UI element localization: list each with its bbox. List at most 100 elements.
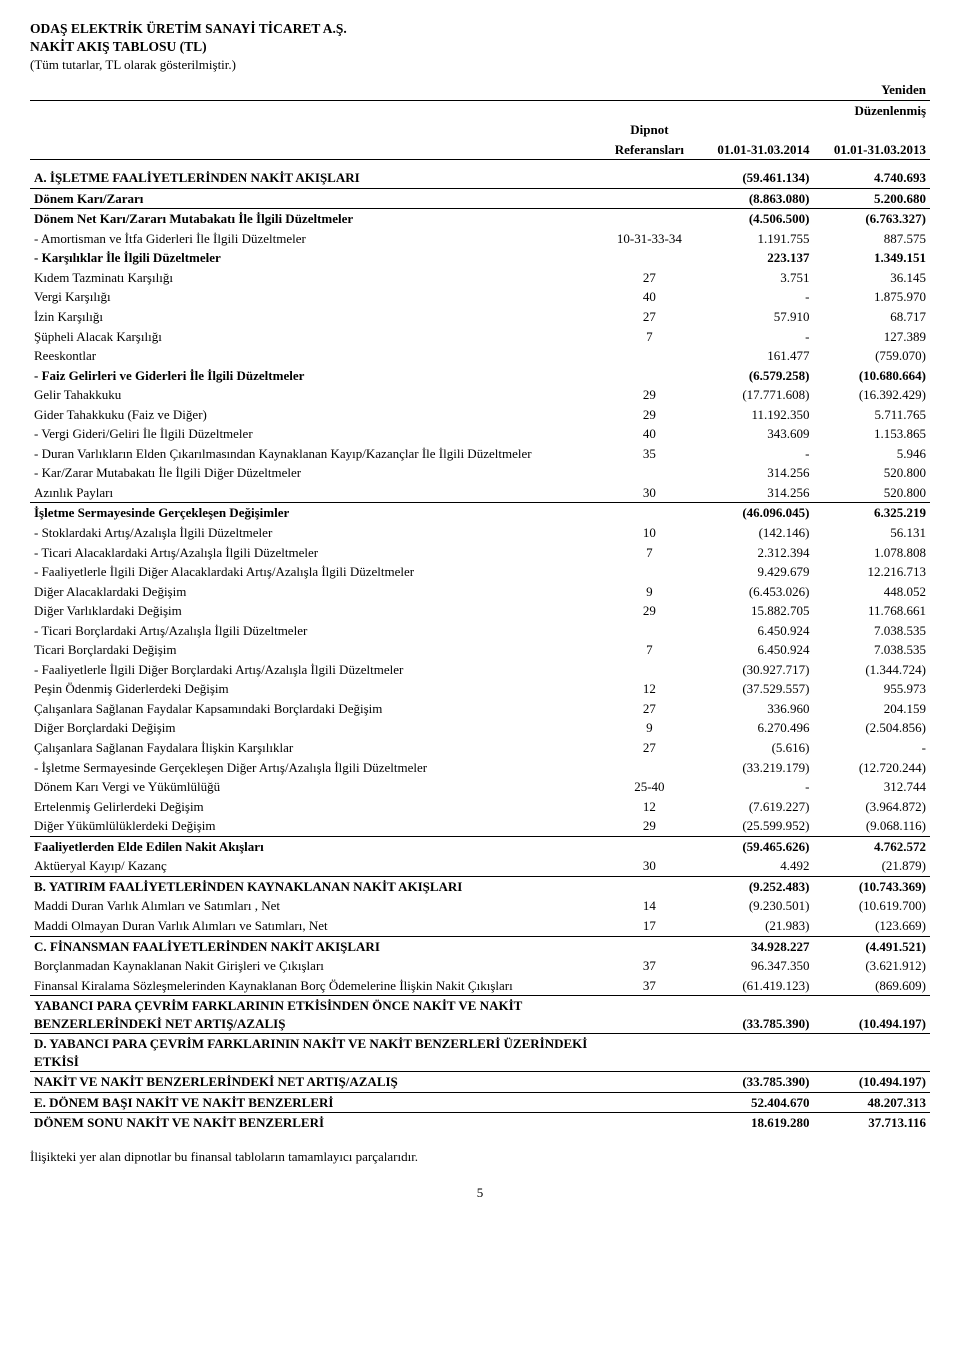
row-value-2014: 1.191.755 bbox=[697, 229, 813, 249]
row-value-2014: (6.453.026) bbox=[697, 582, 813, 602]
row-ref bbox=[602, 1093, 697, 1113]
table-row: Peşin Ödenmiş Giderlerdeki Değişim12(37.… bbox=[30, 679, 930, 699]
table-row: - Stoklardaki Artış/Azalışla İlgili Düze… bbox=[30, 523, 930, 543]
row-value-2014: (46.096.045) bbox=[697, 503, 813, 523]
row-label: Şüpheli Alacak Karşılığı bbox=[30, 327, 602, 347]
row-ref: 7 bbox=[602, 327, 697, 347]
row-label: Çalışanlara Sağlanan Faydalar Kapsamında… bbox=[30, 699, 602, 719]
row-value-2013: 520.800 bbox=[814, 483, 931, 503]
row-value-2013: (9.068.116) bbox=[814, 816, 931, 836]
row-value-2013: 5.946 bbox=[814, 444, 931, 464]
row-label: - Ticari Alacaklardaki Artış/Azalışla İl… bbox=[30, 543, 602, 563]
table-row: Çalışanlara Sağlanan Faydalar Kapsamında… bbox=[30, 699, 930, 719]
row-ref bbox=[602, 189, 697, 209]
row-ref bbox=[602, 877, 697, 897]
column-header-referanslari: Referansları bbox=[602, 140, 697, 160]
table-row: Borçlanmadan Kaynaklanan Nakit Girişleri… bbox=[30, 956, 930, 976]
row-value-2013: 5.711.765 bbox=[814, 405, 931, 425]
row-label: Ertelenmiş Gelirlerdeki Değişim bbox=[30, 797, 602, 817]
row-value-2014: (8.863.080) bbox=[697, 189, 813, 209]
table-row: E. DÖNEM BAŞI NAKİT VE NAKİT BENZERLERİ5… bbox=[30, 1093, 930, 1113]
row-label: YABANCI PARA ÇEVRİM FARKLARININ ETKİSİND… bbox=[30, 996, 602, 1034]
row-ref: 29 bbox=[602, 405, 697, 425]
row-ref bbox=[602, 248, 697, 268]
row-value-2013: 56.131 bbox=[814, 523, 931, 543]
row-label: İşletme Sermayesinde Gerçekleşen Değişim… bbox=[30, 503, 602, 523]
row-label: B. YATIRIM FAALİYETLERİNDEN KAYNAKLANAN … bbox=[30, 877, 602, 897]
table-row: C. FİNANSMAN FAALİYETLERİNDEN NAKİT AKIŞ… bbox=[30, 937, 930, 957]
row-value-2013: - bbox=[814, 738, 931, 758]
row-label: Reeskontlar bbox=[30, 346, 602, 366]
row-value-2013: 1.078.808 bbox=[814, 543, 931, 563]
row-ref: 14 bbox=[602, 896, 697, 916]
row-label: Diğer Varlıklardaki Değişim bbox=[30, 601, 602, 621]
report-subtitle: (Tüm tutarlar, TL olarak gösterilmiştir.… bbox=[30, 56, 930, 74]
table-row: Gelir Tahakkuku29(17.771.608)(16.392.429… bbox=[30, 385, 930, 405]
table-row: Diğer Borçlardaki Değişim96.270.496(2.50… bbox=[30, 718, 930, 738]
row-value-2014: (30.927.717) bbox=[697, 660, 813, 680]
row-ref bbox=[602, 937, 697, 957]
row-ref bbox=[602, 562, 697, 582]
row-value-2014: 314.256 bbox=[697, 483, 813, 503]
row-value-2013: (10.680.664) bbox=[814, 366, 931, 386]
row-label: Faaliyetlerden Elde Edilen Nakit Akışlar… bbox=[30, 837, 602, 857]
row-value-2013: 955.973 bbox=[814, 679, 931, 699]
row-value-2014: (6.579.258) bbox=[697, 366, 813, 386]
table-row: Vergi Karşılığı40-1.875.970 bbox=[30, 287, 930, 307]
row-label: İzin Karşılığı bbox=[30, 307, 602, 327]
table-row: Gider Tahakkuku (Faiz ve Diğer)2911.192.… bbox=[30, 405, 930, 425]
row-value-2013: 520.800 bbox=[814, 463, 931, 483]
table-row: - Ticari Borçlardaki Artış/Azalışla İlgi… bbox=[30, 621, 930, 641]
column-header-period2: 01.01-31.03.2013 bbox=[814, 140, 931, 160]
row-value-2013: 1.349.151 bbox=[814, 248, 931, 268]
row-ref bbox=[602, 366, 697, 386]
row-label: Gider Tahakkuku (Faiz ve Diğer) bbox=[30, 405, 602, 425]
row-value-2014: 3.751 bbox=[697, 268, 813, 288]
row-ref bbox=[602, 758, 697, 778]
row-ref bbox=[602, 209, 697, 229]
row-label: - Duran Varlıkların Elden Çıkarılmasında… bbox=[30, 444, 602, 464]
row-value-2013: 36.145 bbox=[814, 268, 931, 288]
row-ref bbox=[602, 660, 697, 680]
table-row: A. İŞLETME FAALİYETLERİNDEN NAKİT AKIŞLA… bbox=[30, 168, 930, 188]
row-label: - Amortisman ve İtfa Giderleri İle İlgil… bbox=[30, 229, 602, 249]
row-ref: 37 bbox=[602, 956, 697, 976]
row-value-2014: (61.419.123) bbox=[697, 976, 813, 996]
row-value-2013: 1.875.970 bbox=[814, 287, 931, 307]
row-value-2014: - bbox=[697, 777, 813, 797]
table-row: Çalışanlara Sağlanan Faydalara İlişkin K… bbox=[30, 738, 930, 758]
row-value-2014: (59.461.134) bbox=[697, 168, 813, 188]
row-value-2014: (9.252.483) bbox=[697, 877, 813, 897]
row-value-2014: (4.506.500) bbox=[697, 209, 813, 229]
row-value-2013: (123.669) bbox=[814, 916, 931, 936]
table-row: Kıdem Tazminatı Karşılığı273.75136.145 bbox=[30, 268, 930, 288]
footnote: İlişikteki yer alan dipnotlar bu finansa… bbox=[30, 1149, 930, 1165]
row-ref: 12 bbox=[602, 679, 697, 699]
table-row: - Karşılıklar İle İlgili Düzeltmeler223.… bbox=[30, 248, 930, 268]
page-number: 5 bbox=[30, 1185, 930, 1201]
row-value-2013: (10.494.197) bbox=[814, 1072, 931, 1092]
row-value-2014: (9.230.501) bbox=[697, 896, 813, 916]
row-value-2014: (37.529.557) bbox=[697, 679, 813, 699]
table-row: Dönem Karı Vergi ve Yükümlülüğü25-40-312… bbox=[30, 777, 930, 797]
table-row: B. YATIRIM FAALİYETLERİNDEN KAYNAKLANAN … bbox=[30, 877, 930, 897]
row-label: Vergi Karşılığı bbox=[30, 287, 602, 307]
row-label: Dönem Net Karı/Zararı Mutabakatı İle İlg… bbox=[30, 209, 602, 229]
row-label: Aktüeryal Kayıp/ Kazanç bbox=[30, 856, 602, 876]
table-row: Diğer Yükümlülüklerdeki Değişim29(25.599… bbox=[30, 816, 930, 836]
row-value-2013: (12.720.244) bbox=[814, 758, 931, 778]
row-value-2014: (59.465.626) bbox=[697, 837, 813, 857]
row-label: - Kar/Zarar Mutabakatı İle İlgili Diğer … bbox=[30, 463, 602, 483]
row-ref bbox=[602, 503, 697, 523]
row-ref: 10 bbox=[602, 523, 697, 543]
row-ref: 27 bbox=[602, 699, 697, 719]
row-label: C. FİNANSMAN FAALİYETLERİNDEN NAKİT AKIŞ… bbox=[30, 937, 602, 957]
row-ref: 17 bbox=[602, 916, 697, 936]
row-label: Borçlanmadan Kaynaklanan Nakit Girişleri… bbox=[30, 956, 602, 976]
table-row: İzin Karşılığı2757.91068.717 bbox=[30, 307, 930, 327]
row-label: Maddi Duran Varlık Alımları ve Satımları… bbox=[30, 896, 602, 916]
row-value-2013: 37.713.116 bbox=[814, 1113, 931, 1133]
row-ref: 10-31-33-34 bbox=[602, 229, 697, 249]
row-value-2014 bbox=[697, 1034, 813, 1072]
row-value-2014: 6.270.496 bbox=[697, 718, 813, 738]
